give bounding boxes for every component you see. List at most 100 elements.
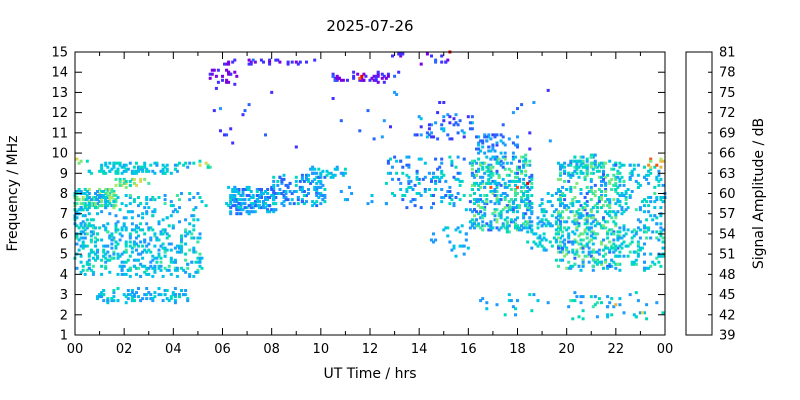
data-point [497,202,501,206]
data-point [645,317,649,321]
data-point [481,175,485,179]
data-point [311,171,315,175]
data-point [612,250,616,254]
data-point [259,194,263,197]
data-point [178,295,181,299]
data-point [659,198,663,202]
data-point [475,181,478,185]
data-point [135,236,138,240]
data-point [649,159,653,163]
data-point [614,254,618,258]
data-point [501,222,505,226]
data-point [591,250,595,254]
data-point [466,115,470,119]
data-point [245,210,249,214]
data-point [184,161,188,165]
data-point [96,248,99,252]
data-point [262,192,265,195]
data-point [636,252,640,256]
data-point [122,222,126,226]
data-point [120,165,124,169]
data-point [454,165,458,169]
data-point [122,260,126,264]
data-point [606,212,610,216]
data-point [536,236,540,240]
data-point [477,200,481,204]
data-point [89,202,93,206]
data-point [141,228,145,232]
data-point [468,220,472,224]
data-point [591,192,595,195]
data-point [124,226,128,230]
data-point [130,177,134,181]
data-point [587,214,591,218]
data-point [159,169,163,173]
data-point [161,218,165,222]
data-point [520,171,524,175]
data-point [358,76,362,80]
data-point [346,198,349,202]
data-point [114,226,118,230]
data-point [360,78,364,82]
data-point [573,299,577,303]
data-point [165,216,169,220]
data-point [405,206,409,210]
data-point [520,103,524,107]
data-point [516,226,519,230]
data-point [630,169,634,173]
data-point [565,266,569,270]
data-point [456,226,460,230]
data-point [192,236,196,240]
data-point [196,270,200,274]
data-point [255,204,259,208]
data-point [259,188,263,191]
data-point [583,218,587,222]
data-point [620,242,624,246]
data-point [124,179,128,183]
data-point [233,70,237,74]
data-point [487,173,491,177]
data-point [130,291,134,295]
data-point [135,258,138,262]
data-point [516,179,519,183]
data-point [493,181,497,185]
data-point [516,224,519,228]
data-point [419,157,423,161]
data-point [569,161,573,165]
data-point [270,208,274,212]
data-point [643,252,646,256]
data-point [597,252,601,256]
data-point [493,194,497,197]
data-point [173,295,177,299]
data-point [440,157,444,161]
data-point [589,210,593,214]
data-point [225,80,229,84]
data-point [450,194,454,197]
data-point [132,200,136,204]
data-point [415,133,419,137]
data-point [550,214,554,218]
data-point [380,72,384,76]
data-point [493,190,497,193]
data-point [571,200,575,204]
data-point [124,250,128,254]
data-point [606,230,610,234]
data-point [661,240,665,244]
data-point [516,228,519,232]
data-point [165,289,169,292]
data-point [614,248,618,252]
data-point [399,52,403,56]
data-point [169,295,173,299]
data-point [313,177,317,181]
data-point [249,62,253,66]
data-point [315,188,319,191]
data-point [130,295,134,299]
data-point [171,204,175,208]
data-point [262,202,265,206]
data-point [124,167,128,171]
data-point [491,173,495,177]
data-point [335,76,339,80]
data-point [563,204,567,208]
data-point [141,250,145,254]
data-point [98,200,102,204]
